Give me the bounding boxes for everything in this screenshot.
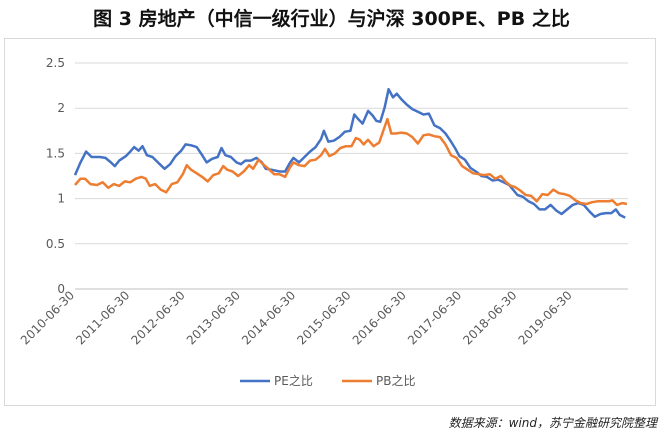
x-tick-label: 2011-06-30 xyxy=(73,288,132,347)
gridlines xyxy=(75,62,628,290)
chart-frame xyxy=(4,38,656,406)
legend-label: PE之比 xyxy=(274,374,313,388)
x-axis-ticks: 2010-06-302011-06-302012-06-302013-06-30… xyxy=(18,288,575,347)
chart-title: 图 3 房地产（中信一级行业）与沪深 300PE、PB 之比 xyxy=(93,8,570,30)
x-tick-label: 2015-06-30 xyxy=(294,288,353,347)
y-tick-label: 1 xyxy=(57,192,65,206)
y-tick-label: 0 xyxy=(57,282,65,296)
x-tick-label: 2016-06-30 xyxy=(350,288,409,347)
x-tick-label: 2017-06-30 xyxy=(405,288,464,347)
y-tick-label: 1.5 xyxy=(46,146,65,160)
series-line-pb xyxy=(74,117,628,207)
x-tick-label: 2014-06-30 xyxy=(239,288,298,347)
legend-label: PB之比 xyxy=(376,374,415,388)
legend: PE之比 PB之比 xyxy=(240,374,415,388)
series-lines xyxy=(73,87,628,219)
x-tick-label: 2019-06-30 xyxy=(516,288,575,347)
x-tick-label: 2018-06-30 xyxy=(460,288,519,347)
y-tick-label: 0.5 xyxy=(46,237,65,251)
source-note: 数据来源：wind，苏宁金融研究院整理 xyxy=(448,416,657,430)
x-tick-label: 2013-06-30 xyxy=(184,288,243,347)
y-axis-ticks: 0 0.5 1 1.5 2 2.5 xyxy=(46,56,65,296)
x-tick-label: 2012-06-30 xyxy=(129,288,188,347)
x-tick-label: 2010-06-30 xyxy=(18,288,77,347)
y-tick-label: 2 xyxy=(57,101,65,115)
series-line-pe xyxy=(73,87,626,219)
y-tick-label: 2.5 xyxy=(46,56,65,70)
